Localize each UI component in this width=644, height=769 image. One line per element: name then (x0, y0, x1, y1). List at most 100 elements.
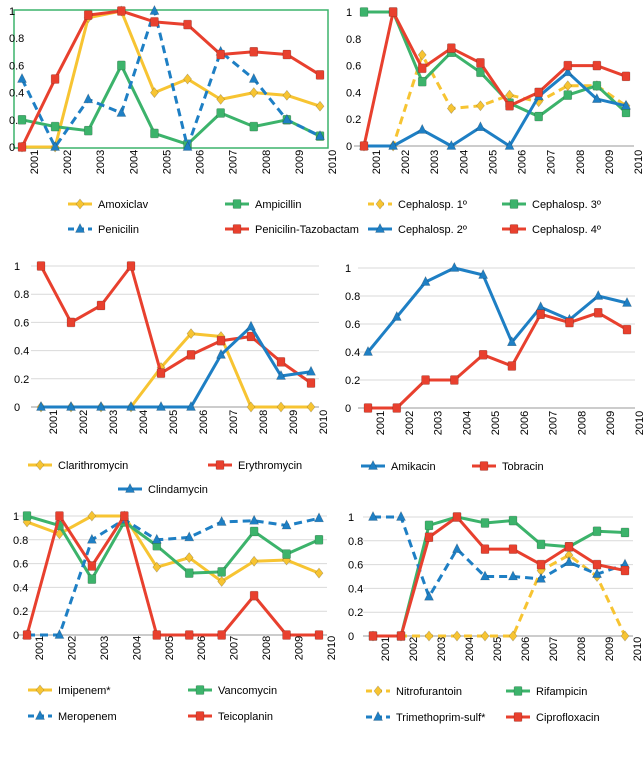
legend-key-marker (75, 222, 85, 233)
x-tick-label: 2001 (380, 637, 392, 661)
data-point (246, 320, 256, 331)
data-point (96, 300, 106, 311)
y-tick-label: 0 (9, 142, 15, 154)
y-tick-label: 1 (14, 261, 20, 273)
legend-key-marker (373, 710, 383, 721)
legend-key-marker (35, 684, 45, 696)
data-point (478, 349, 488, 360)
x-tick-label: 2009 (294, 150, 306, 174)
data-point (417, 76, 427, 87)
y-tick-label: 0 (14, 402, 20, 414)
data-point (249, 526, 259, 537)
x-tick-label: 2006 (198, 410, 210, 434)
data-point (424, 630, 434, 642)
series-imipenem- (22, 510, 324, 587)
legend-entry: Cephalosp. 3º (502, 199, 601, 211)
series-erythromycin (36, 261, 316, 388)
chart-panel-6: 0 0.2 0.4 0.6 0.8 1 2001 2002 2003 2004 2005 2006 20… (348, 510, 644, 724)
data-point (505, 101, 514, 111)
legend-label: Meropenem (58, 711, 117, 723)
data-point (50, 121, 60, 132)
data-point (66, 317, 76, 328)
data-point (249, 590, 259, 601)
data-point (449, 261, 460, 272)
x-tick-label: 2003 (99, 636, 111, 660)
legend-entry: Nitrofurantoin (366, 685, 462, 698)
x-tick-label: 2005 (487, 150, 499, 174)
data-point (306, 365, 316, 376)
data-point (363, 345, 373, 356)
data-point (536, 572, 546, 583)
data-point (593, 289, 604, 300)
data-point (116, 106, 127, 117)
legend-label: Ciprofloxacin (536, 712, 600, 724)
data-point (55, 511, 64, 521)
data-point (17, 115, 27, 125)
data-point (282, 89, 292, 101)
legend-entry: Cephalosp. 4º (502, 224, 601, 236)
y-tick-label: 0.4 (14, 346, 29, 358)
data-point (508, 544, 518, 554)
legend-entry: Erythromycin (208, 460, 302, 472)
data-point (216, 348, 226, 359)
x-tick-label: 2003 (108, 410, 120, 434)
data-point (152, 630, 162, 640)
x-tick-label: 2009 (604, 637, 616, 661)
y-tick-label: 0.6 (14, 317, 29, 329)
x-tick-label: 2005 (492, 637, 504, 661)
y-tick-label: 0.6 (13, 559, 28, 571)
y-tick-label: 1 (13, 511, 19, 523)
legend-key-marker (35, 459, 45, 471)
x-tick-label: 2004 (464, 637, 476, 661)
y-tick-label: 0.8 (345, 291, 360, 303)
legend-label: Penicilin-Tazobactam (255, 224, 359, 236)
data-point (249, 46, 259, 57)
x-tick-label: 2004 (131, 636, 143, 660)
data-point (184, 568, 194, 578)
legend-key-marker (75, 198, 85, 210)
data-point (126, 400, 136, 411)
x-tick-label: 2010 (318, 410, 330, 434)
series-line (368, 311, 628, 410)
data-point (87, 510, 97, 522)
data-point (480, 518, 490, 528)
series-line (362, 10, 627, 147)
data-point (508, 630, 518, 642)
legend-entry: Cephalosp. 2º (368, 222, 467, 236)
data-point (452, 512, 462, 522)
data-point (592, 567, 602, 578)
y-tick-label: 0.2 (348, 607, 363, 619)
legend-entry: Ampicillin (225, 199, 301, 211)
series-line (25, 514, 319, 637)
data-point (388, 7, 398, 17)
legend-label: Amikacin (391, 461, 436, 473)
data-point (86, 533, 97, 544)
chart-panel-5: 0 0.2 0.4 0.6 0.8 1 2001 2002 2003 2004 2005 2006 20… (13, 510, 338, 723)
data-point (388, 139, 399, 150)
y-tick-label: 0.6 (9, 60, 24, 72)
series-line (366, 266, 628, 353)
series-nitrofurantoin (368, 549, 630, 642)
legend-label: Tobracin (502, 461, 544, 473)
legend-entry: Amikacin (361, 459, 436, 473)
x-tick-label: 2009 (604, 150, 616, 174)
legend-entry: Meropenem (28, 709, 117, 723)
data-point (276, 357, 286, 367)
data-point (22, 511, 32, 521)
x-tick-label: 2004 (128, 150, 140, 174)
chart-panel-4: 0 0.2 0.4 0.6 0.8 1 2001 2002 2003 2004 2005 2006 20… (345, 261, 644, 473)
data-point (591, 92, 602, 103)
y-tick-label: 0.8 (346, 34, 361, 46)
legend-entry: Clarithromycin (28, 459, 128, 472)
y-tick-label: 1 (346, 7, 352, 19)
data-point (620, 527, 630, 538)
legend-key-marker (509, 199, 519, 209)
series-line (21, 63, 321, 146)
data-point (183, 19, 192, 30)
legend-label: Rifampicin (536, 686, 587, 698)
x-tick-label: 2001 (375, 411, 387, 435)
data-point (315, 100, 325, 112)
legend-entry: Cephalosp. 1º (368, 198, 467, 211)
data-point (446, 139, 457, 150)
x-tick-label: 2010 (326, 636, 338, 660)
